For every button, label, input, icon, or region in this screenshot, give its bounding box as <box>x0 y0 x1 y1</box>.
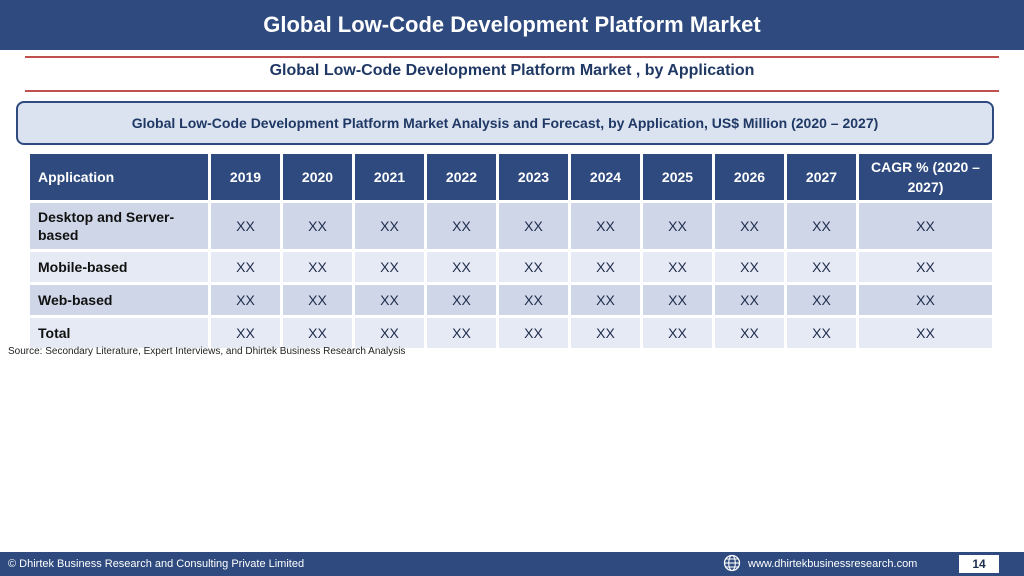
cell-value: XX <box>643 252 712 282</box>
footer-bar: © Dhirtek Business Research and Consulti… <box>0 552 1024 576</box>
row-label: Web-based <box>30 285 208 315</box>
cell-value: XX <box>283 318 352 348</box>
header-2027: 2027 <box>787 154 856 200</box>
header-2026: 2026 <box>715 154 784 200</box>
header-2023: 2023 <box>499 154 568 200</box>
cell-value: XX <box>571 203 640 249</box>
cell-value: XX <box>643 285 712 315</box>
header-2019: 2019 <box>211 154 280 200</box>
copyright-text: © Dhirtek Business Research and Consulti… <box>8 558 305 570</box>
cell-value: XX <box>859 285 992 315</box>
cell-value: XX <box>211 203 280 249</box>
page-number: 14 <box>959 555 999 573</box>
cell-value: XX <box>355 252 424 282</box>
page-title: Global Low-Code Development Platform Mar… <box>263 12 761 37</box>
cell-value: XX <box>715 318 784 348</box>
header-cagr: CAGR % (2020 – 2027) <box>859 154 992 200</box>
source-note: Source: Secondary Literature, Expert Int… <box>8 346 406 357</box>
cell-value: XX <box>427 203 496 249</box>
table-row: Desktop and Server-based XX XX XX XX XX … <box>30 203 992 249</box>
cell-value: XX <box>787 203 856 249</box>
section-subtitle: Global Low-Code Development Platform Mar… <box>269 62 755 79</box>
cell-value: XX <box>355 285 424 315</box>
header-2025: 2025 <box>643 154 712 200</box>
divider-top <box>25 56 999 58</box>
table-row: Mobile-based XX XX XX XX XX XX XX XX XX … <box>30 252 992 282</box>
cell-value: XX <box>859 252 992 282</box>
cell-value: XX <box>211 285 280 315</box>
cell-value: XX <box>427 252 496 282</box>
cell-value: XX <box>859 318 992 348</box>
cell-value: XX <box>715 252 784 282</box>
table-row: Web-based XX XX XX XX XX XX XX XX XX XX <box>30 285 992 315</box>
cell-value: XX <box>211 252 280 282</box>
header-2020: 2020 <box>283 154 352 200</box>
cell-value: XX <box>499 285 568 315</box>
cell-value: XX <box>499 252 568 282</box>
table-caption: Global Low-Code Development Platform Mar… <box>131 115 879 131</box>
table-caption-banner: Global Low-Code Development Platform Mar… <box>16 101 994 145</box>
application-forecast-table: Application 2019 2020 2021 2022 2023 202… <box>27 151 995 351</box>
row-label: Desktop and Server-based <box>30 203 208 249</box>
cell-value: XX <box>499 318 568 348</box>
cell-value: XX <box>283 203 352 249</box>
cell-value: XX <box>283 252 352 282</box>
cell-value: XX <box>355 318 424 348</box>
website-link[interactable]: www.dhirtekbusinessresearch.com <box>748 558 918 570</box>
header-application: Application <box>30 154 208 200</box>
cell-value: XX <box>427 285 496 315</box>
cell-value: XX <box>787 252 856 282</box>
cell-value: XX <box>211 318 280 348</box>
cell-value: XX <box>715 285 784 315</box>
header-2022: 2022 <box>427 154 496 200</box>
cell-value: XX <box>715 203 784 249</box>
cell-value: XX <box>427 318 496 348</box>
cell-value: XX <box>355 203 424 249</box>
table-header-row: Application 2019 2020 2021 2022 2023 202… <box>30 154 992 200</box>
cell-value: XX <box>787 318 856 348</box>
cell-value: XX <box>787 285 856 315</box>
cell-value: XX <box>571 318 640 348</box>
cell-value: XX <box>499 203 568 249</box>
row-label: Total <box>30 318 208 348</box>
cell-value: XX <box>643 318 712 348</box>
cell-value: XX <box>283 285 352 315</box>
divider-bottom <box>25 90 999 92</box>
cell-value: XX <box>643 203 712 249</box>
header-2024: 2024 <box>571 154 640 200</box>
cell-value: XX <box>859 203 992 249</box>
table-row: Total XX XX XX XX XX XX XX XX XX XX <box>30 318 992 348</box>
row-label: Mobile-based <box>30 252 208 282</box>
cell-value: XX <box>571 252 640 282</box>
cell-value: XX <box>571 285 640 315</box>
globe-icon <box>723 554 741 572</box>
header-2021: 2021 <box>355 154 424 200</box>
title-bar: Global Low-Code Development Platform Mar… <box>0 0 1024 50</box>
